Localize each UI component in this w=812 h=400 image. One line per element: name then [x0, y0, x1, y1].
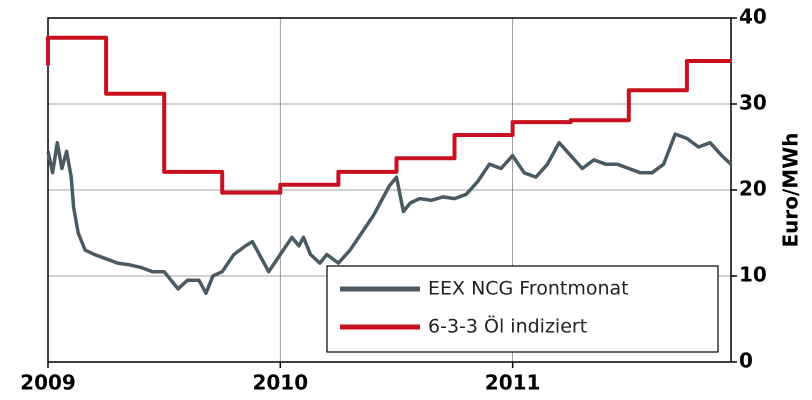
plot-frame [47, 17, 732, 363]
x-tick-label: 2011 [485, 371, 541, 395]
y-tick-label: 20 [739, 177, 767, 201]
y-axis-label: Euro/MWh [779, 132, 803, 247]
y-tick-label: 10 [739, 263, 767, 287]
line-series [46, 132, 733, 295]
x-tick-label: 2009 [20, 371, 76, 395]
y-tick-label: 0 [739, 349, 753, 373]
y-tick-label: 40 [739, 5, 767, 29]
line-series [46, 35, 731, 195]
legend-label: EEX NCG Frontmonat [428, 278, 629, 300]
x-tick-label: 2010 [252, 371, 308, 395]
legend-label: 6-3-3 Öl indiziert [428, 315, 587, 338]
y-tick-label: 30 [739, 91, 767, 115]
legend-box [326, 265, 719, 353]
